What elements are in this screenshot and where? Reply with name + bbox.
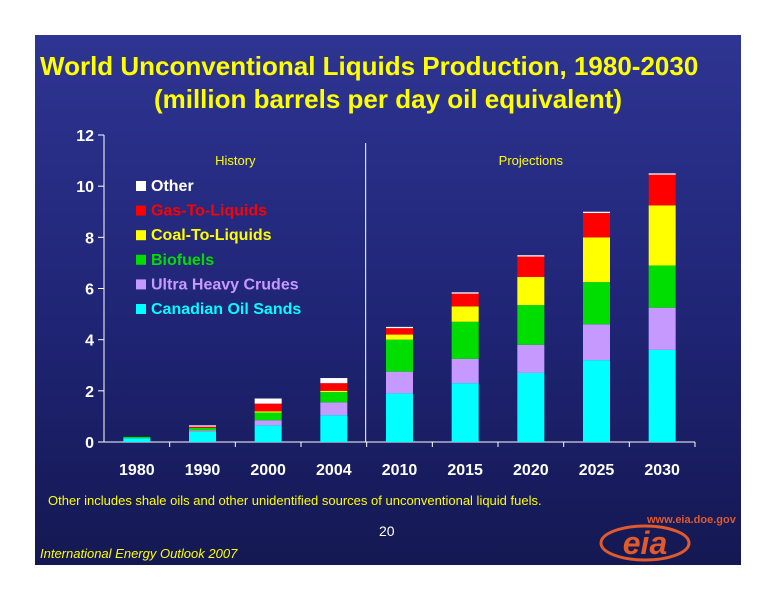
bar-biofuels-2010 <box>386 339 413 372</box>
bar-gas-to-liquids-2010 <box>386 328 413 335</box>
legend-swatch <box>136 205 146 216</box>
bar-other-2025 <box>583 211 610 214</box>
bar-coal-to-liquids-2020 <box>517 276 545 306</box>
bar-gas-to-liquids-2000 <box>254 403 282 412</box>
bar-ultra-heavy-crudes-2030 <box>648 307 676 350</box>
y-tick-label: 8 <box>85 230 94 247</box>
bar-ultra-heavy-crudes-2010 <box>386 371 413 394</box>
bar-canadian-oil-sands-2010 <box>386 393 413 442</box>
bar-other-2015 <box>451 292 479 294</box>
bar-canadian-oil-sands-1990 <box>189 431 216 442</box>
bar-gas-to-liquids-1990 <box>189 426 216 428</box>
eia-url: www.eia.doe.gov <box>647 514 736 526</box>
x-tick-label: 1990 <box>185 462 221 479</box>
bar-canadian-oil-sands-1980 <box>123 438 151 442</box>
legend-swatch <box>136 230 146 241</box>
x-tick-label: 2004 <box>316 462 352 479</box>
bar-ultra-heavy-crudes-2000 <box>254 420 282 426</box>
legend-swatch <box>136 279 146 290</box>
bar-coal-to-liquids-2000 <box>254 411 282 413</box>
bar-other-2020 <box>517 255 545 257</box>
y-tick-label: 12 <box>76 128 94 145</box>
bar-coal-to-liquids-2030 <box>648 205 676 266</box>
bar-ultra-heavy-crudes-2004 <box>320 402 348 416</box>
legend-swatch <box>136 181 146 191</box>
bar-canadian-oil-sands-2015 <box>451 383 479 442</box>
y-tick-label: 10 <box>76 179 94 196</box>
x-tick-label: 2030 <box>644 462 680 479</box>
bar-biofuels-2015 <box>451 321 479 359</box>
y-tick-label: 4 <box>85 333 94 350</box>
page-number: 20 <box>379 523 395 539</box>
stacked-bar-chart: 0 2 4 6 8 10 12 1980 1990 2000 2004 2010 2015 2020 202… <box>76 128 696 479</box>
bar-biofuels-1990 <box>189 427 216 431</box>
bar-other-2000 <box>254 398 282 404</box>
history-label: History <box>215 153 256 168</box>
bar-biofuels-2025 <box>583 282 610 325</box>
bar-canadian-oil-sands-2020 <box>517 372 545 442</box>
bar-gas-to-liquids-2015 <box>451 293 479 307</box>
x-tick-label: 2000 <box>250 462 286 479</box>
x-tick-label: 2020 <box>513 462 549 479</box>
bar-biofuels-2004 <box>320 392 348 403</box>
legend-swatch <box>136 254 146 265</box>
bar-biofuels-1980 <box>123 436 151 439</box>
y-tick-label: 6 <box>85 282 94 299</box>
source-label: International Energy Outlook 2007 <box>40 546 238 561</box>
bar-coal-to-liquids-2015 <box>451 306 479 322</box>
legend-label: Ultra Heavy Crudes <box>151 276 299 293</box>
eia-logo: eia <box>599 524 691 562</box>
svg-text:eia: eia <box>623 525 667 561</box>
chart-title: World Unconventional Liquids Production,… <box>40 51 699 81</box>
bar-gas-to-liquids-2004 <box>320 383 348 391</box>
bar-biofuels-2020 <box>517 305 545 345</box>
legend-swatch <box>136 304 146 314</box>
bar-other-2030 <box>648 173 676 175</box>
bar-coal-to-liquids-2025 <box>583 237 610 283</box>
legend-label: Other <box>151 178 194 195</box>
bar-gas-to-liquids-2025 <box>583 213 610 238</box>
y-tick-label: 2 <box>85 384 94 401</box>
bar-ultra-heavy-crudes-1990 <box>189 430 216 432</box>
slide: World Unconventional Liquids Production,… <box>35 35 741 565</box>
bar-other-2010 <box>386 326 413 329</box>
bar-coal-to-liquids-2004 <box>320 390 348 393</box>
bar-canadian-oil-sands-2025 <box>583 360 610 442</box>
legend-label: Canadian Oil Sands <box>151 301 301 318</box>
legend-label: Gas-To-Liquids <box>151 203 267 220</box>
bar-ultra-heavy-crudes-2015 <box>451 358 479 384</box>
bar-canadian-oil-sands-2004 <box>320 415 348 442</box>
x-tick-label: 2010 <box>382 462 418 479</box>
chart-subtitle: (million barrels per day oil equivalent) <box>153 84 623 114</box>
x-tick-label: 2015 <box>447 462 483 479</box>
bar-biofuels-2030 <box>648 265 676 308</box>
bar-coal-to-liquids-2010 <box>386 334 413 340</box>
legend-label: Coal-To-Liquids <box>151 227 272 244</box>
bar-canadian-oil-sands-2030 <box>648 349 676 442</box>
legend-label: Biofuels <box>151 252 214 269</box>
x-tick-label: 2025 <box>579 462 615 479</box>
y-tick-label: 0 <box>85 435 94 452</box>
bar-other-2004 <box>320 378 348 384</box>
bar-biofuels-2000 <box>254 412 282 421</box>
bar-canadian-oil-sands-2000 <box>254 425 282 442</box>
bar-gas-to-liquids-2030 <box>648 174 676 206</box>
bar-ultra-heavy-crudes-2025 <box>583 324 610 361</box>
bar-ultra-heavy-crudes-2020 <box>517 344 545 373</box>
x-tick-label: 1980 <box>119 462 155 479</box>
bar-gas-to-liquids-2020 <box>517 256 545 277</box>
projections-label: Projections <box>499 153 564 168</box>
bar-other-1990 <box>189 425 216 427</box>
footnote: Other includes shale oils and other unid… <box>48 493 542 508</box>
